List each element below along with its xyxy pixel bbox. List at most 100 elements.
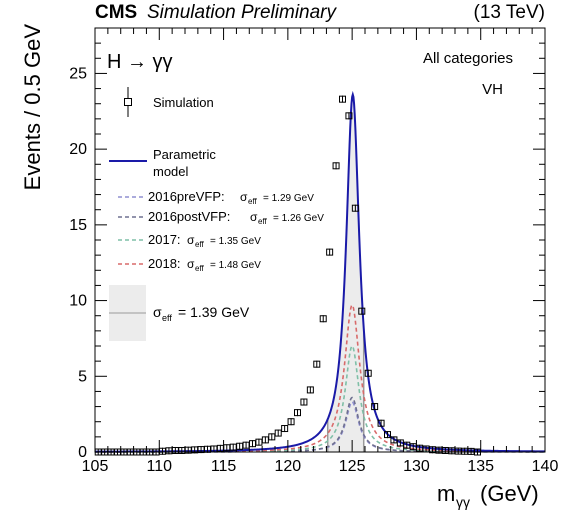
legend-2017-sub: eff (195, 240, 205, 249)
legend-2016post-sigma: σ (250, 210, 258, 224)
x-tick-label: 120 (275, 458, 302, 475)
y-axis-title: Events / 0.5 GeV (20, 24, 45, 191)
legend-2018-sub: eff (195, 264, 205, 273)
legend-model-label-2: model (153, 164, 189, 179)
y-tick-label: 5 (78, 368, 87, 385)
y-tick-label: 15 (69, 217, 87, 234)
x-axis-title: m γγ (GeV) (437, 481, 539, 510)
energy-label: (13 TeV) (474, 2, 545, 23)
data-point (274, 429, 282, 437)
data-point-marker (339, 95, 346, 103)
y-tick-label: 10 (69, 293, 87, 310)
data-point (377, 419, 385, 427)
data-point (358, 307, 366, 315)
x-tick-label: 130 (403, 458, 430, 475)
category-label: All categories (423, 50, 513, 67)
data-point (242, 441, 250, 449)
legend-2017-value: = 1.35 GeV (210, 236, 261, 247)
data-point-marker (384, 431, 391, 439)
data-point (345, 112, 353, 120)
data-point-marker (371, 403, 379, 411)
curve-2016postvfp (95, 396, 545, 453)
data-point-marker (287, 418, 295, 426)
data-point (287, 418, 295, 426)
data-point-marker (351, 204, 359, 212)
data-point (249, 440, 256, 448)
curve-2018 (95, 303, 545, 453)
data-point (326, 248, 334, 256)
data-point-marker (364, 369, 372, 377)
legend-2016post-value: = 1.26 GeV (273, 213, 324, 224)
legend-2016post-era: 2016postVFP: (148, 209, 230, 224)
x-axis-title-unit: (GeV) (480, 481, 539, 506)
legend-2016post-sub: eff (258, 217, 268, 226)
legend-2018-value: = 1.48 GeV (210, 260, 261, 271)
data-point (384, 431, 391, 439)
legend-2016post: 2016postVFP: σ eff = 1.26 GeV (118, 209, 324, 226)
data-point (255, 438, 263, 446)
legend-model: Parametric model (109, 147, 216, 179)
legend-2016pre: 2016preVFP: σ eff = 1.29 GeV (118, 189, 314, 206)
status-label: Simulation Preliminary (147, 2, 338, 23)
data-point (300, 398, 308, 406)
data-point (313, 360, 321, 368)
y-tick-label: 20 (69, 141, 87, 158)
data-point-marker (300, 398, 308, 406)
legend-model-label-1: Parametric (153, 147, 216, 162)
data-point-marker (345, 112, 353, 120)
legend-total-sigma: σ (153, 304, 162, 320)
data-point-marker (306, 386, 314, 394)
legend-2017: 2017: σ eff = 1.35 GeV (118, 232, 261, 249)
legend-2018: 2018: σ eff = 1.48 GeV (118, 256, 261, 273)
tag-label: VH (482, 81, 503, 98)
legend-2018-sigma: σ (187, 257, 195, 271)
y-tick-label: 25 (69, 65, 87, 82)
data-point (261, 436, 269, 444)
legend-2016pre-sigma: σ (240, 190, 248, 204)
legend-simulation-label: Simulation (153, 95, 214, 110)
data-point (332, 162, 340, 170)
data-point-marker (274, 429, 282, 437)
legend-2017-sigma: σ (187, 233, 195, 247)
data-point (351, 204, 359, 212)
x-tick-label: 110 (147, 458, 173, 475)
data-point (268, 433, 276, 441)
legend-simulation: Simulation (124, 87, 214, 117)
legend-2018-era: 2018: (148, 256, 181, 271)
data-point-marker (326, 248, 334, 256)
data-point (281, 425, 289, 433)
legend-sigma-total: σ eff = 1.39 GeV (109, 285, 250, 341)
x-tick-label: 125 (339, 458, 366, 475)
data-point-marker (319, 315, 327, 323)
data-point-marker (294, 409, 301, 417)
data-point (364, 369, 372, 377)
x-axis-title-m: m (437, 481, 455, 506)
x-tick-label: 135 (467, 458, 494, 475)
legend: Simulation Parametric model 2016preVFP: … (109, 87, 324, 341)
experiment-label: CMS (95, 2, 137, 23)
data-point-marker (332, 162, 340, 170)
legend-2016pre-value: = 1.29 GeV (263, 193, 314, 204)
legend-simulation-marker (124, 98, 132, 106)
y-tick-label: 0 (78, 444, 87, 461)
data-point (306, 386, 314, 394)
x-axis-title-sub: γγ (456, 494, 470, 510)
legend-total-sub: eff (162, 313, 172, 323)
data-point-marker (377, 419, 385, 427)
data-point (339, 95, 346, 103)
legend-total-value: = 1.39 GeV (178, 304, 250, 320)
x-tick-label: 115 (211, 458, 237, 475)
x-tick-label: 105 (82, 458, 109, 475)
data-point-marker (358, 307, 366, 315)
data-point (236, 442, 244, 450)
data-point-marker (313, 360, 321, 368)
x-tick-label: 140 (532, 458, 559, 475)
legend-2016pre-era: 2016preVFP: (148, 189, 225, 204)
data-point-marker (281, 425, 289, 433)
legend-2016pre-sub: eff (248, 197, 258, 206)
data-point (294, 409, 301, 417)
axis-ticks: 105 110 115 120 125 130 135 140 0 5 10 15 20 25 (69, 27, 559, 475)
data-point-marker (268, 433, 276, 441)
curve-parametric-model (95, 90, 546, 453)
